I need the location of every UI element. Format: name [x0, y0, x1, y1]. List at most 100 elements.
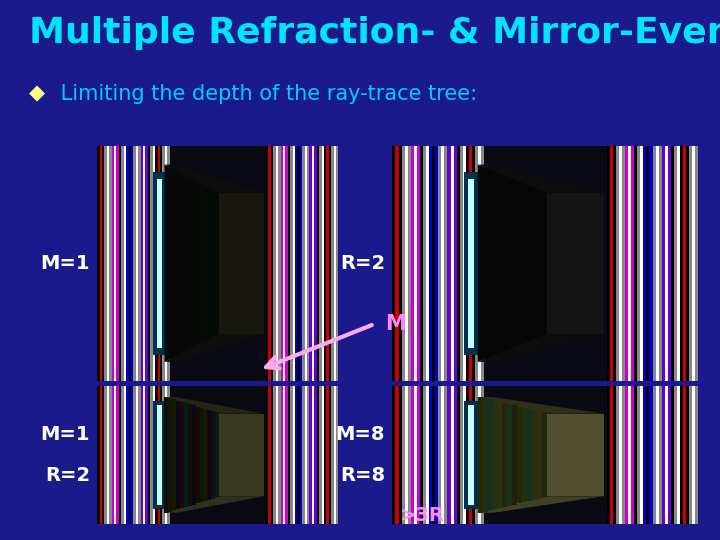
Bar [215, 191, 219, 336]
Bar [647, 386, 649, 524]
Bar [622, 386, 625, 524]
Bar [196, 407, 199, 503]
Bar [542, 413, 547, 497]
Bar [665, 146, 668, 381]
Bar [456, 146, 460, 381]
Bar [97, 386, 338, 524]
Bar [606, 386, 610, 524]
Bar [423, 146, 426, 381]
Bar [156, 406, 162, 504]
Bar [167, 146, 170, 381]
Bar [429, 386, 432, 524]
Bar [456, 386, 460, 524]
Bar [647, 146, 649, 381]
Bar [167, 386, 170, 524]
Bar [165, 386, 167, 524]
Bar [292, 146, 295, 381]
Bar [689, 146, 693, 381]
Bar [97, 146, 338, 381]
Bar [547, 414, 603, 496]
Bar [619, 146, 622, 381]
Bar [392, 386, 698, 524]
Bar [662, 146, 665, 381]
Bar [426, 386, 429, 524]
Bar [680, 146, 683, 381]
Bar [662, 386, 665, 524]
Bar [432, 146, 436, 381]
Bar [207, 410, 211, 500]
Bar [143, 386, 145, 524]
Bar [454, 146, 456, 381]
Bar [168, 399, 172, 511]
Polygon shape [478, 334, 603, 362]
Bar [683, 386, 686, 524]
Bar [290, 146, 292, 381]
Polygon shape [164, 397, 219, 513]
Bar [269, 146, 271, 381]
Bar [129, 386, 131, 524]
Bar [463, 386, 466, 524]
Bar [610, 146, 613, 381]
Bar [693, 386, 696, 524]
Bar [329, 146, 331, 381]
Bar [302, 146, 305, 381]
Bar [527, 409, 532, 501]
Bar [432, 386, 436, 524]
Bar [333, 146, 336, 381]
Bar [307, 386, 310, 524]
Bar [464, 401, 479, 509]
Bar [288, 146, 290, 381]
Bar [429, 146, 432, 381]
Bar [469, 386, 472, 524]
Bar [160, 386, 162, 524]
Polygon shape [164, 496, 264, 513]
Bar [402, 386, 405, 524]
Polygon shape [478, 397, 547, 513]
Bar [329, 386, 331, 524]
Text: M=8: M=8 [336, 425, 385, 444]
Bar [610, 386, 613, 524]
Bar [454, 386, 456, 524]
Bar [153, 401, 165, 509]
Bar [117, 386, 119, 524]
Bar [274, 146, 276, 381]
Bar [124, 386, 126, 524]
Bar [640, 386, 644, 524]
Bar [463, 146, 466, 381]
Bar [410, 146, 414, 381]
Bar [671, 146, 674, 381]
Polygon shape [164, 165, 219, 362]
Text: M: M [385, 314, 406, 334]
Bar [102, 386, 104, 524]
Bar [121, 146, 124, 381]
Bar [183, 174, 187, 353]
Bar [402, 146, 405, 381]
Bar [315, 146, 317, 381]
Bar [644, 146, 647, 381]
Bar [312, 386, 315, 524]
Bar [97, 146, 99, 381]
Bar [305, 146, 307, 381]
Bar [478, 146, 481, 381]
Bar [138, 386, 140, 524]
Bar [616, 386, 619, 524]
Bar [143, 146, 145, 381]
Bar [481, 146, 484, 381]
Bar [322, 386, 324, 524]
Bar [285, 146, 288, 381]
Bar [172, 400, 176, 510]
Bar [310, 386, 312, 524]
Bar [300, 146, 302, 381]
Bar [126, 386, 129, 524]
Polygon shape [478, 165, 603, 193]
Bar [414, 386, 417, 524]
Bar [326, 386, 329, 524]
Bar [285, 386, 288, 524]
Bar [281, 386, 283, 524]
Bar [180, 402, 184, 508]
Bar [305, 386, 307, 524]
Bar [392, 386, 395, 524]
Bar [628, 146, 631, 381]
Bar [292, 386, 295, 524]
Bar [184, 403, 188, 507]
